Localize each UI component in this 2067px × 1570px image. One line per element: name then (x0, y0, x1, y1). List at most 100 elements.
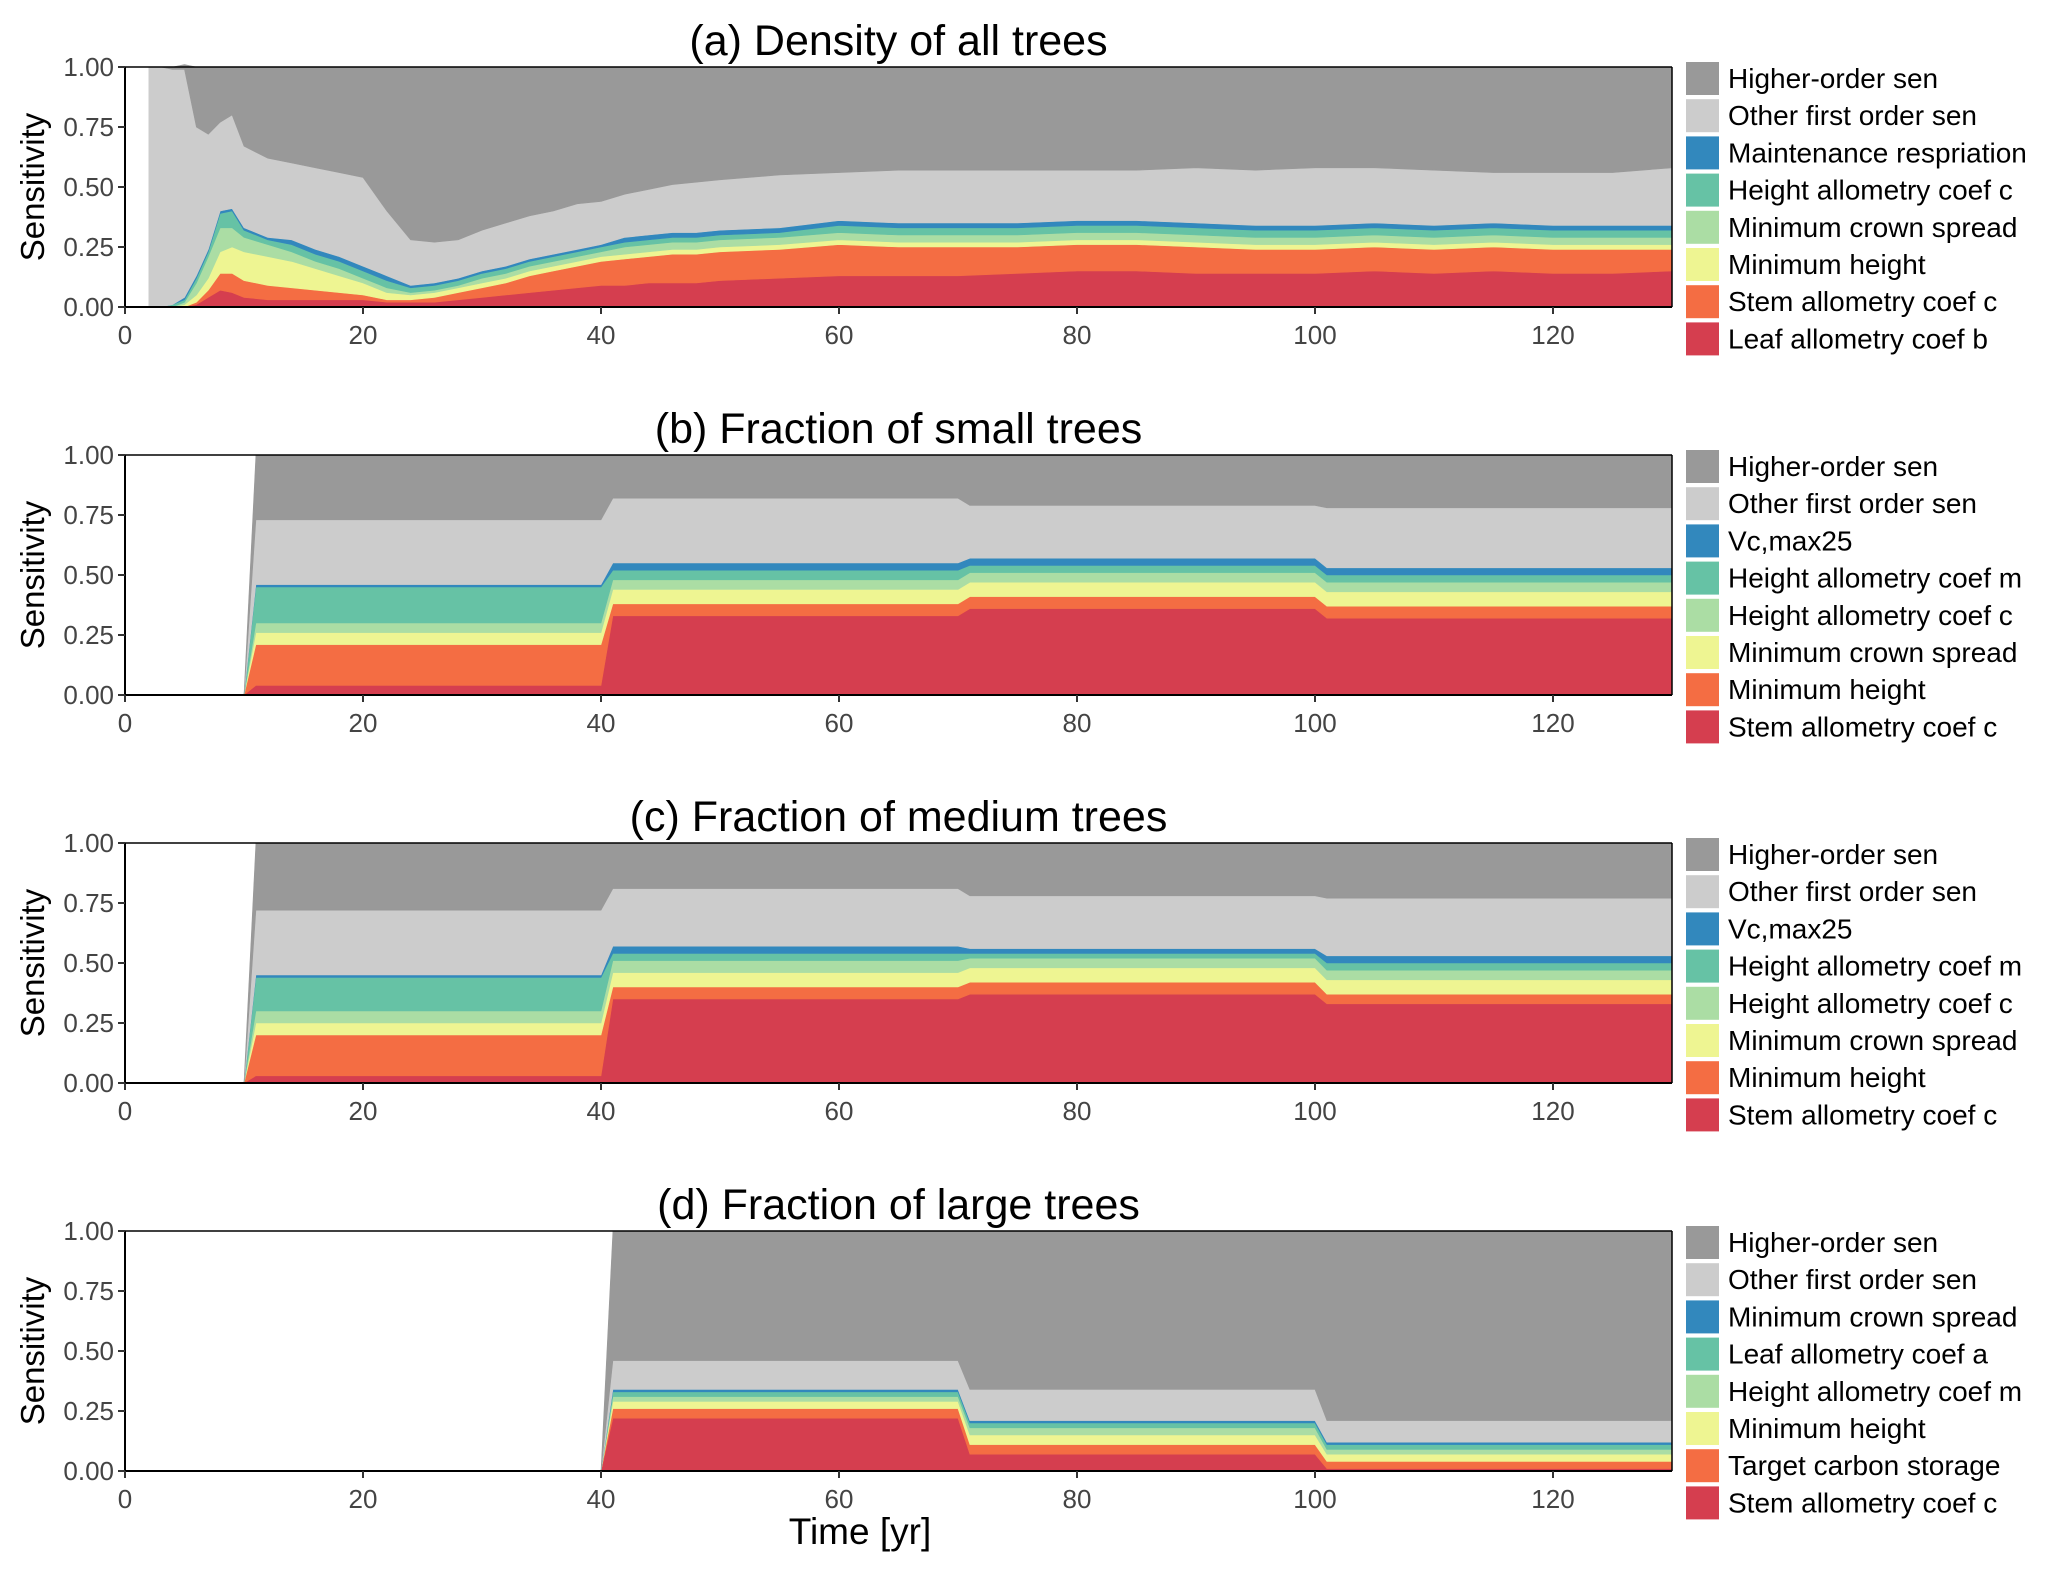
x-tick-label: 60 (825, 708, 854, 738)
x-tick-label: 80 (1063, 320, 1092, 350)
legend-label: Higher-order sen (1728, 451, 1938, 482)
legend-label: Leaf allometry coef a (1728, 1339, 1988, 1370)
x-tick-label: 40 (587, 1484, 616, 1514)
legend-label: Height allometry coef m (1728, 951, 2022, 982)
legend-item: Height allometry coef m (1686, 561, 2022, 595)
chart-panel: (c) Fraction of medium trees 0.00 0.25 0.50… (14, 793, 2022, 1132)
y-tick-label: 0.25 (63, 620, 114, 650)
legend-label: Height allometry coef m (1728, 563, 2022, 594)
legend-label: Minimum crown spread (1728, 1025, 2017, 1056)
legend-item: Stem allometry coef c (1686, 710, 1997, 744)
y-tick-label: 1.00 (63, 440, 114, 470)
legend-swatch (1686, 1263, 1719, 1297)
y-tick-label: 0.50 (63, 172, 114, 202)
legend-swatch (1686, 1061, 1719, 1095)
legend-item: Minimum crown spread (1686, 1024, 2017, 1057)
legend-item: Stem allometry coef c (1686, 285, 1997, 319)
y-tick-label: 0.00 (63, 1456, 114, 1486)
x-tick-label: 100 (1293, 708, 1336, 738)
legend-item: Height allometry coef c (1686, 986, 2013, 1020)
legend-swatch (1686, 136, 1719, 170)
legend-label: Leaf allometry coef b (1728, 323, 1988, 354)
x-tick-label: 40 (587, 320, 616, 350)
legend-item: Minimum height (1686, 1412, 1926, 1445)
legend-item: Minimum crown spread (1686, 636, 2017, 669)
legend-label: Minimum crown spread (1728, 1301, 2017, 1332)
legend-item: Minimum crown spread (1686, 210, 2017, 244)
legend-label: Stem allometry coef c (1728, 711, 1997, 742)
legend-item: Stem allometry coef c (1686, 1098, 1997, 1132)
legend-label: Maintenance respriation (1728, 137, 2027, 168)
y-tick-label: 0.00 (63, 292, 114, 322)
legend-swatch (1686, 1449, 1719, 1483)
legend-swatch (1686, 99, 1719, 133)
legend-item: Height allometry coef c (1686, 598, 2013, 632)
legend-swatch (1686, 322, 1719, 356)
x-tick-label: 0 (118, 708, 132, 738)
legend-item: Height allometry coef m (1686, 1374, 2022, 1408)
legend-swatch (1686, 598, 1719, 632)
legend-label: Height allometry coef m (1728, 1376, 2022, 1407)
legend-swatch (1686, 710, 1719, 744)
legend-item: Other first order sen (1686, 875, 1977, 909)
legend-label: Height allometry coef c (1728, 175, 2013, 206)
y-axis-label: Sensitivity (14, 1276, 51, 1425)
x-tick-label: 60 (825, 1096, 854, 1126)
legend-label: Vc,max25 (1728, 525, 1853, 556)
legend: Higher-order sen Other first order sen Vc,… (1686, 838, 2022, 1132)
legend-swatch (1686, 1374, 1719, 1408)
legend-label: Higher-order sen (1728, 839, 1938, 870)
legend-swatch (1686, 838, 1719, 871)
legend-item: Minimum height (1686, 1061, 1926, 1095)
legend-swatch (1686, 875, 1719, 909)
x-tick-label: 20 (349, 1484, 378, 1514)
legend-label: Minimum height (1728, 1062, 1926, 1093)
legend-label: Minimum height (1728, 249, 1926, 280)
legend-label: Minimum height (1728, 1413, 1926, 1444)
legend-item: Minimum crown spread (1686, 1300, 2017, 1334)
x-tick-label: 80 (1063, 1484, 1092, 1514)
y-tick-label: 0.50 (63, 948, 114, 978)
legend-swatch (1686, 1486, 1719, 1520)
legend-label: Stem allometry coef c (1728, 286, 1997, 317)
y-tick-label: 1.00 (63, 1216, 114, 1246)
x-tick-label: 40 (587, 708, 616, 738)
legend-swatch (1686, 1412, 1719, 1445)
legend-swatch (1686, 949, 1719, 983)
legend-label: Higher-order sen (1728, 1227, 1938, 1258)
legend-swatch (1686, 248, 1719, 281)
legend-label: Vc,max25 (1728, 913, 1853, 944)
legend-label: Other first order sen (1728, 488, 1977, 519)
legend-label: Minimum crown spread (1728, 637, 2017, 668)
legend-swatch (1686, 450, 1719, 483)
legend-item: Minimum height (1686, 248, 1926, 281)
x-tick-label: 100 (1293, 1484, 1336, 1514)
chart-title: (b) Fraction of small trees (655, 405, 1142, 453)
x-tick-label: 100 (1293, 1096, 1336, 1126)
x-tick-label: 60 (825, 1484, 854, 1514)
legend-swatch (1686, 524, 1719, 558)
x-tick-label: 20 (349, 320, 378, 350)
legend-label: Other first order sen (1728, 876, 1977, 907)
legend-swatch (1686, 986, 1719, 1020)
legend-label: Higher-order sen (1728, 63, 1938, 94)
legend-label: Other first order sen (1728, 100, 1977, 131)
legend-label: Minimum crown spread (1728, 212, 2017, 243)
legend-swatch (1686, 1098, 1719, 1132)
y-tick-label: 0.00 (63, 1068, 114, 1098)
legend-item: Other first order sen (1686, 487, 1977, 521)
y-tick-label: 1.00 (63, 52, 114, 82)
y-tick-label: 0.75 (63, 1276, 114, 1306)
legend-label: Other first order sen (1728, 1264, 1977, 1295)
chart-panel: (b) Fraction of small trees 0.00 0.25 0.50 0… (14, 405, 2022, 744)
x-tick-label: 20 (349, 708, 378, 738)
y-tick-label: 0.50 (63, 560, 114, 590)
legend-item: Higher-order sen (1686, 62, 1938, 95)
chart-title: (d) Fraction of large trees (657, 1181, 1140, 1229)
legend: Higher-order sen Other first order sen Vc,… (1686, 450, 2022, 744)
legend-item: Higher-order sen (1686, 838, 1938, 871)
x-tick-label: 80 (1063, 1096, 1092, 1126)
panels-group: (a) Density of all trees 0.00 0.25 0.50 0.75… (14, 17, 2027, 1520)
legend-swatch (1686, 561, 1719, 595)
y-tick-label: 0.75 (63, 888, 114, 918)
